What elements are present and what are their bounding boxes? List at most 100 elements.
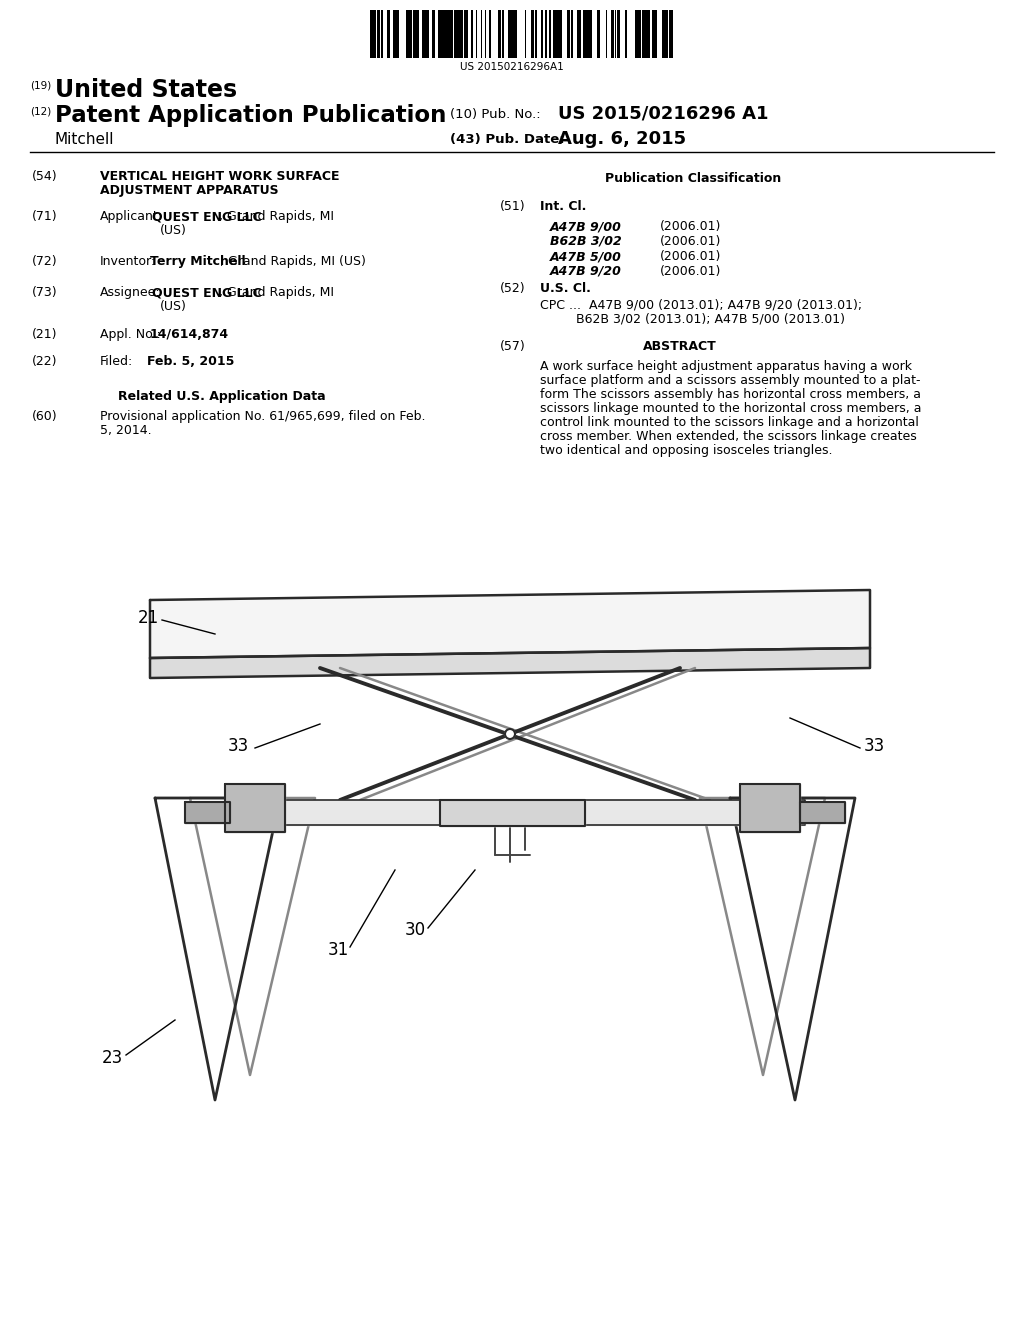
Text: US 2015/0216296 A1: US 2015/0216296 A1: [558, 104, 768, 121]
Bar: [502, 11, 504, 58]
Text: A47B 9/20: A47B 9/20: [550, 265, 622, 279]
Bar: [499, 11, 501, 58]
Bar: [571, 11, 573, 58]
Bar: [643, 11, 646, 58]
Bar: [553, 11, 557, 58]
Bar: [378, 11, 380, 58]
Text: B62B 3/02: B62B 3/02: [550, 235, 622, 248]
Bar: [465, 11, 468, 58]
Bar: [394, 11, 396, 58]
Polygon shape: [800, 803, 845, 822]
Bar: [513, 11, 515, 58]
Text: Provisional application No. 61/965,699, filed on Feb.: Provisional application No. 61/965,699, …: [100, 411, 426, 422]
Text: B62B 3/02 (2013.01); A47B 5/00 (2013.01): B62B 3/02 (2013.01); A47B 5/00 (2013.01): [540, 312, 845, 325]
Text: QUEST ENG LLC: QUEST ENG LLC: [152, 210, 262, 223]
Text: ADJUSTMENT APPARATUS: ADJUSTMENT APPARATUS: [100, 183, 279, 197]
Text: QUEST ENG LLC: QUEST ENG LLC: [152, 286, 262, 300]
Bar: [669, 11, 673, 58]
Text: (71): (71): [32, 210, 57, 223]
Bar: [549, 11, 551, 58]
Polygon shape: [150, 648, 870, 678]
Text: surface platform and a scissors assembly mounted to a plat-: surface platform and a scissors assembly…: [540, 374, 921, 387]
Text: Applicant:: Applicant:: [100, 210, 163, 223]
Text: control link mounted to the scissors linkage and a horizontal: control link mounted to the scissors lin…: [540, 416, 919, 429]
Text: (22): (22): [32, 355, 57, 368]
Text: Publication Classification: Publication Classification: [605, 172, 781, 185]
Text: Assignee:: Assignee:: [100, 286, 161, 300]
Text: 21: 21: [137, 609, 159, 627]
Circle shape: [505, 729, 515, 739]
Text: (2006.01): (2006.01): [660, 235, 721, 248]
Text: (12): (12): [30, 106, 51, 116]
Bar: [433, 11, 435, 58]
Text: (73): (73): [32, 286, 57, 300]
Text: (54): (54): [32, 170, 57, 183]
Text: , Grand Rapids, MI: , Grand Rapids, MI: [219, 210, 334, 223]
Text: 33: 33: [863, 737, 885, 755]
Bar: [387, 11, 389, 58]
Bar: [489, 11, 490, 58]
Polygon shape: [440, 800, 585, 826]
Bar: [509, 11, 513, 58]
Text: (72): (72): [32, 255, 57, 268]
Text: A47B 5/00: A47B 5/00: [550, 249, 622, 263]
Bar: [459, 11, 462, 58]
Text: VERTICAL HEIGHT WORK SURFACE: VERTICAL HEIGHT WORK SURFACE: [100, 170, 340, 183]
Bar: [567, 11, 570, 58]
Bar: [598, 11, 600, 58]
Text: Patent Application Publication: Patent Application Publication: [55, 104, 446, 127]
Bar: [611, 11, 614, 58]
Bar: [541, 11, 543, 58]
Text: Mitchell: Mitchell: [55, 132, 115, 147]
Text: 5, 2014.: 5, 2014.: [100, 424, 152, 437]
Bar: [577, 11, 580, 58]
Text: (2006.01): (2006.01): [660, 249, 721, 263]
Bar: [445, 11, 449, 58]
Text: (60): (60): [32, 411, 57, 422]
Bar: [439, 11, 441, 58]
Text: Feb. 5, 2015: Feb. 5, 2015: [147, 355, 234, 368]
Text: , Grand Rapids, MI: , Grand Rapids, MI: [219, 286, 334, 300]
Bar: [457, 11, 459, 58]
Text: (57): (57): [500, 341, 525, 352]
Bar: [583, 11, 586, 58]
Bar: [442, 11, 445, 58]
Text: 33: 33: [227, 737, 249, 755]
Text: (21): (21): [32, 327, 57, 341]
Text: 23: 23: [101, 1049, 123, 1067]
Bar: [625, 11, 627, 58]
Bar: [415, 11, 419, 58]
Polygon shape: [740, 784, 800, 832]
Text: US 20150216296A1: US 20150216296A1: [460, 62, 564, 73]
Text: U.S. Cl.: U.S. Cl.: [540, 282, 591, 294]
Text: 31: 31: [328, 941, 348, 960]
Text: (51): (51): [500, 201, 525, 213]
Text: A47B 9/00: A47B 9/00: [550, 220, 622, 234]
Text: , Grand Rapids, MI (US): , Grand Rapids, MI (US): [220, 255, 366, 268]
Bar: [515, 11, 517, 58]
Bar: [422, 11, 426, 58]
Text: two identical and opposing isosceles triangles.: two identical and opposing isosceles tri…: [540, 444, 833, 457]
Bar: [410, 11, 412, 58]
Text: (52): (52): [500, 282, 525, 294]
Bar: [426, 11, 429, 58]
Text: 30: 30: [404, 921, 426, 939]
Text: form The scissors assembly has horizontal cross members, a: form The scissors assembly has horizonta…: [540, 388, 921, 401]
Polygon shape: [150, 590, 870, 657]
Text: Terry Mitchell: Terry Mitchell: [150, 255, 246, 268]
Text: United States: United States: [55, 78, 238, 102]
Text: Filed:: Filed:: [100, 355, 133, 368]
Bar: [450, 11, 452, 58]
Text: Int. Cl.: Int. Cl.: [540, 201, 587, 213]
Bar: [545, 11, 547, 58]
Text: Aug. 6, 2015: Aug. 6, 2015: [558, 129, 686, 148]
Polygon shape: [185, 803, 230, 822]
Text: (2006.01): (2006.01): [660, 265, 721, 279]
Text: (10) Pub. No.:: (10) Pub. No.:: [450, 108, 541, 121]
Bar: [647, 11, 650, 58]
Polygon shape: [225, 784, 285, 832]
Text: (US): (US): [160, 224, 186, 238]
Text: A work surface height adjustment apparatus having a work: A work surface height adjustment apparat…: [540, 360, 912, 374]
Text: (US): (US): [160, 300, 186, 313]
Bar: [531, 11, 534, 58]
